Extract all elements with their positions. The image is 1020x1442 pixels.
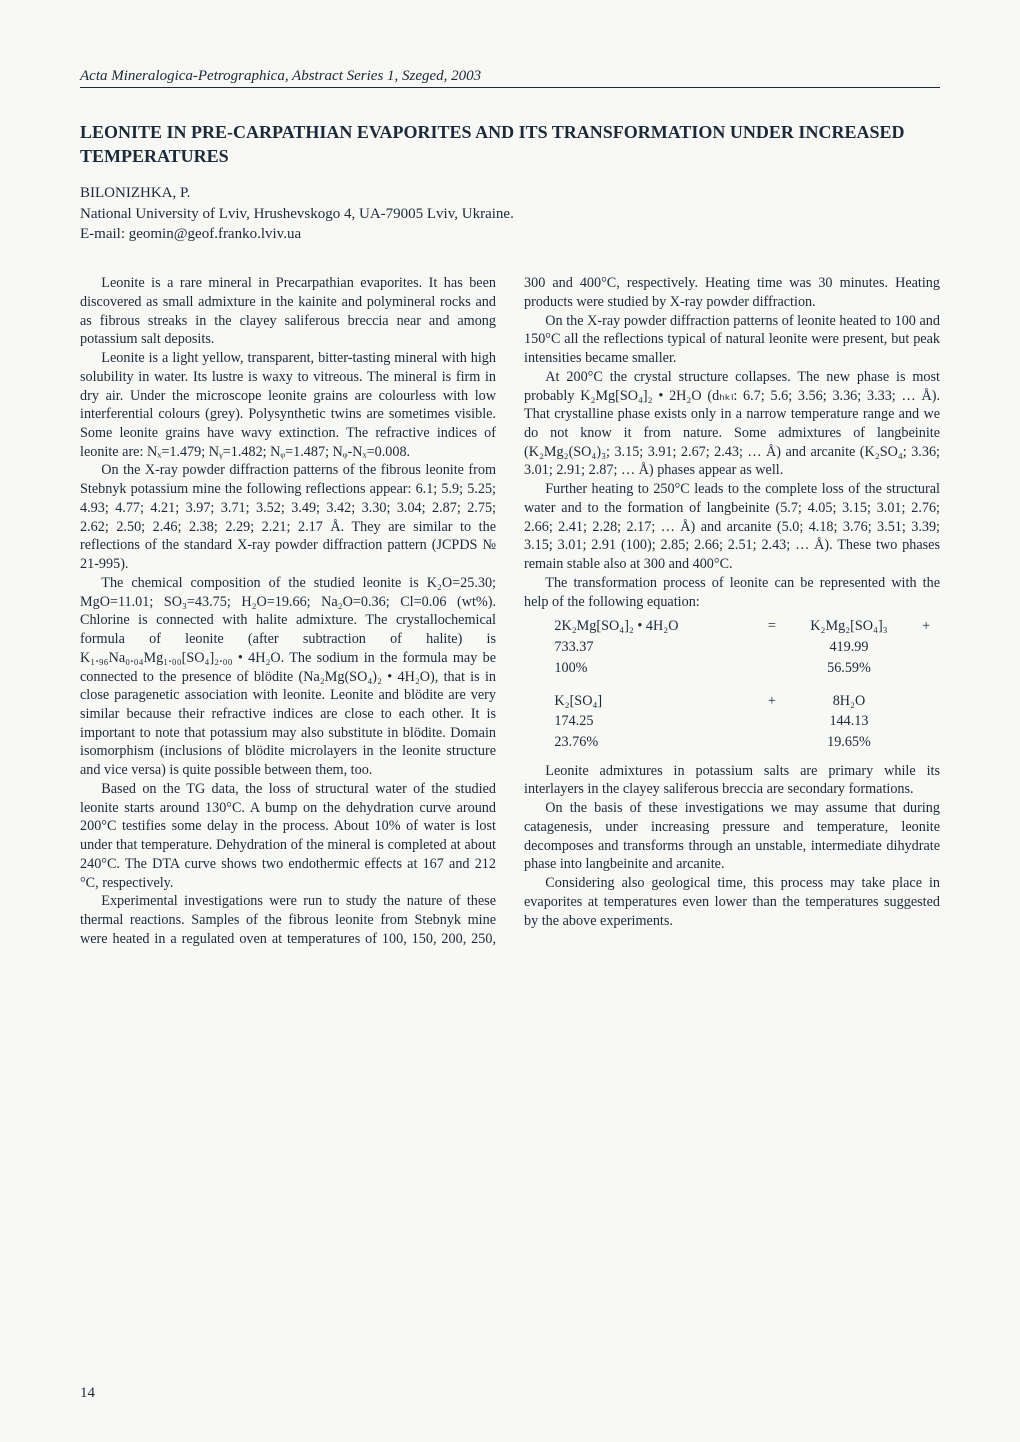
journal-header: Acta Mineralogica-Petrographica, Abstrac… xyxy=(80,68,940,88)
eq-cell: K₂[SO₄] xyxy=(526,692,758,711)
eq-cell xyxy=(914,712,938,731)
author-affiliation: National University of Lviv, Hrushevskog… xyxy=(80,204,940,245)
paragraph: Leonite admixtures in potassium salts ar… xyxy=(524,762,940,799)
paragraph: Further heating to 250°C leads to the co… xyxy=(524,480,940,574)
article-title: LEONITE IN PRE-CARPATHIAN EVAPORITES AND… xyxy=(80,120,940,169)
eq-cell: + xyxy=(914,617,938,636)
eq-cell xyxy=(760,712,784,731)
eq-cell: K₂Mg₂[SO₄]₃ xyxy=(786,617,913,636)
paragraph: On the basis of these investigations we … xyxy=(524,799,940,874)
paragraph: Leonite is a light yellow, transparent, … xyxy=(80,349,496,461)
equation-row: K₂[SO₄] + 8H₂O xyxy=(526,692,938,711)
paragraph: Leonite is a rare mineral in Precarpathi… xyxy=(80,274,496,349)
eq-cell: + xyxy=(760,692,784,711)
affiliation-line: National University of Lviv, Hrushevskog… xyxy=(80,206,514,222)
paragraph: The transformation process of leonite ca… xyxy=(524,574,940,611)
equation-row: 2K₂Mg[SO₄]₂ • 4H₂O = K₂Mg₂[SO₄]₃ + xyxy=(526,617,938,636)
eq-cell: 8H₂O xyxy=(786,692,913,711)
eq-cell: 23.76% xyxy=(526,733,758,752)
eq-cell: 733.37 xyxy=(526,638,758,657)
article-body: Leonite is a rare mineral in Precarpathi… xyxy=(80,274,940,948)
paragraph: The chemical composition of the studied … xyxy=(80,574,496,780)
paragraph: On the X-ray powder diffraction patterns… xyxy=(524,312,940,368)
eq-cell: 2K₂Mg[SO₄]₂ • 4H₂O xyxy=(526,617,758,636)
eq-cell: 144.13 xyxy=(786,712,913,731)
equation-row: 100% 56.59% xyxy=(526,659,938,678)
eq-cell xyxy=(760,638,784,657)
eq-cell xyxy=(760,659,784,678)
eq-cell xyxy=(914,659,938,678)
paragraph: Considering also geological time, this p… xyxy=(524,874,940,930)
author-name: BILONIZHKA, P. xyxy=(80,185,940,202)
eq-cell: 174.25 xyxy=(526,712,758,731)
eq-cell: 56.59% xyxy=(786,659,913,678)
equation-row: 23.76% 19.65% xyxy=(526,733,938,752)
affiliation-email: E-mail: geomin@geof.franko.lviv.ua xyxy=(80,226,301,242)
eq-cell xyxy=(914,692,938,711)
eq-cell: 19.65% xyxy=(786,733,913,752)
equation-table: 2K₂Mg[SO₄]₂ • 4H₂O = K₂Mg₂[SO₄]₃ + 733.3… xyxy=(524,615,940,753)
equation-row: 174.25 144.13 xyxy=(526,712,938,731)
paragraph: Based on the TG data, the loss of struct… xyxy=(80,780,496,892)
eq-cell: 100% xyxy=(526,659,758,678)
page-number: 14 xyxy=(80,1385,95,1402)
paragraph: At 200°C the crystal structure collapses… xyxy=(524,368,940,480)
eq-cell: = xyxy=(760,617,784,636)
eq-cell xyxy=(760,733,784,752)
paragraph: On the X-ray powder diffraction patterns… xyxy=(80,461,496,573)
eq-cell xyxy=(914,733,938,752)
equation-row: 733.37 419.99 xyxy=(526,638,938,657)
eq-cell: 419.99 xyxy=(786,638,913,657)
eq-cell xyxy=(914,638,938,657)
